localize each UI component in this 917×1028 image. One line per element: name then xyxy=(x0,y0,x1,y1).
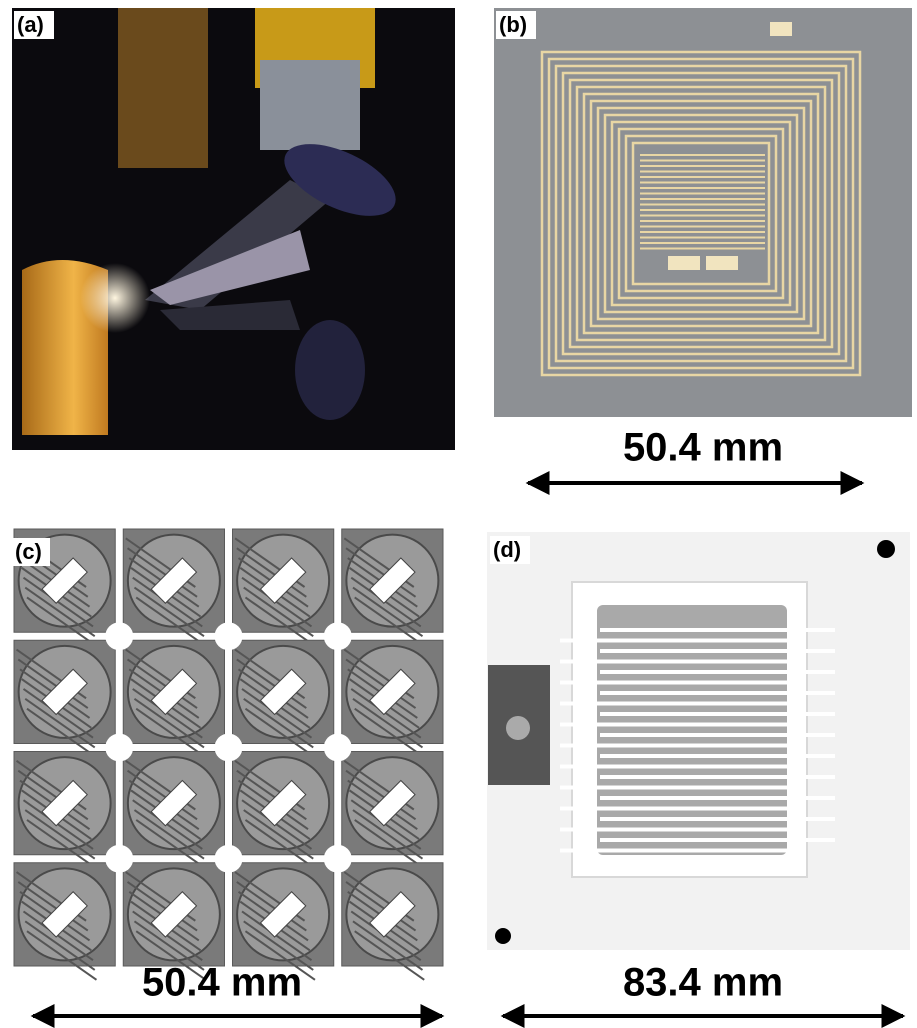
panel-label: (d) xyxy=(493,537,521,562)
marker-dot xyxy=(877,540,895,558)
gap xyxy=(215,622,243,650)
scale-label: 83.4 mm xyxy=(623,961,783,1005)
scale-label: 50.4 mm xyxy=(623,426,783,470)
pad xyxy=(668,256,700,270)
marker-dot xyxy=(495,928,511,944)
nozzle xyxy=(295,320,365,420)
panel-label: (b) xyxy=(499,12,527,37)
pad xyxy=(770,22,792,36)
gap xyxy=(215,845,243,873)
gap xyxy=(324,622,352,650)
panel-label: (a) xyxy=(17,12,44,37)
gap xyxy=(324,734,352,762)
plasma-glow xyxy=(80,263,150,333)
panel-a: (a) xyxy=(12,8,455,450)
figure: (a) (b) 50.4 mm (c) 50.4 mm (d) 83.4 mm xyxy=(0,0,917,1028)
machine-part xyxy=(260,60,360,150)
gap xyxy=(105,622,133,650)
panel-c xyxy=(10,525,447,990)
connector-screw xyxy=(506,716,530,740)
machine-part xyxy=(118,8,208,168)
pad xyxy=(706,256,738,270)
gap xyxy=(324,845,352,873)
gap xyxy=(105,845,133,873)
gap xyxy=(105,734,133,762)
panel-d: (d) xyxy=(487,532,910,950)
panel-b: (b) xyxy=(494,8,912,417)
panel-label: (c) xyxy=(15,539,42,564)
scale-label: 50.4 mm xyxy=(142,961,302,1005)
gap xyxy=(215,734,243,762)
panel-c-label: (c) xyxy=(12,538,50,566)
